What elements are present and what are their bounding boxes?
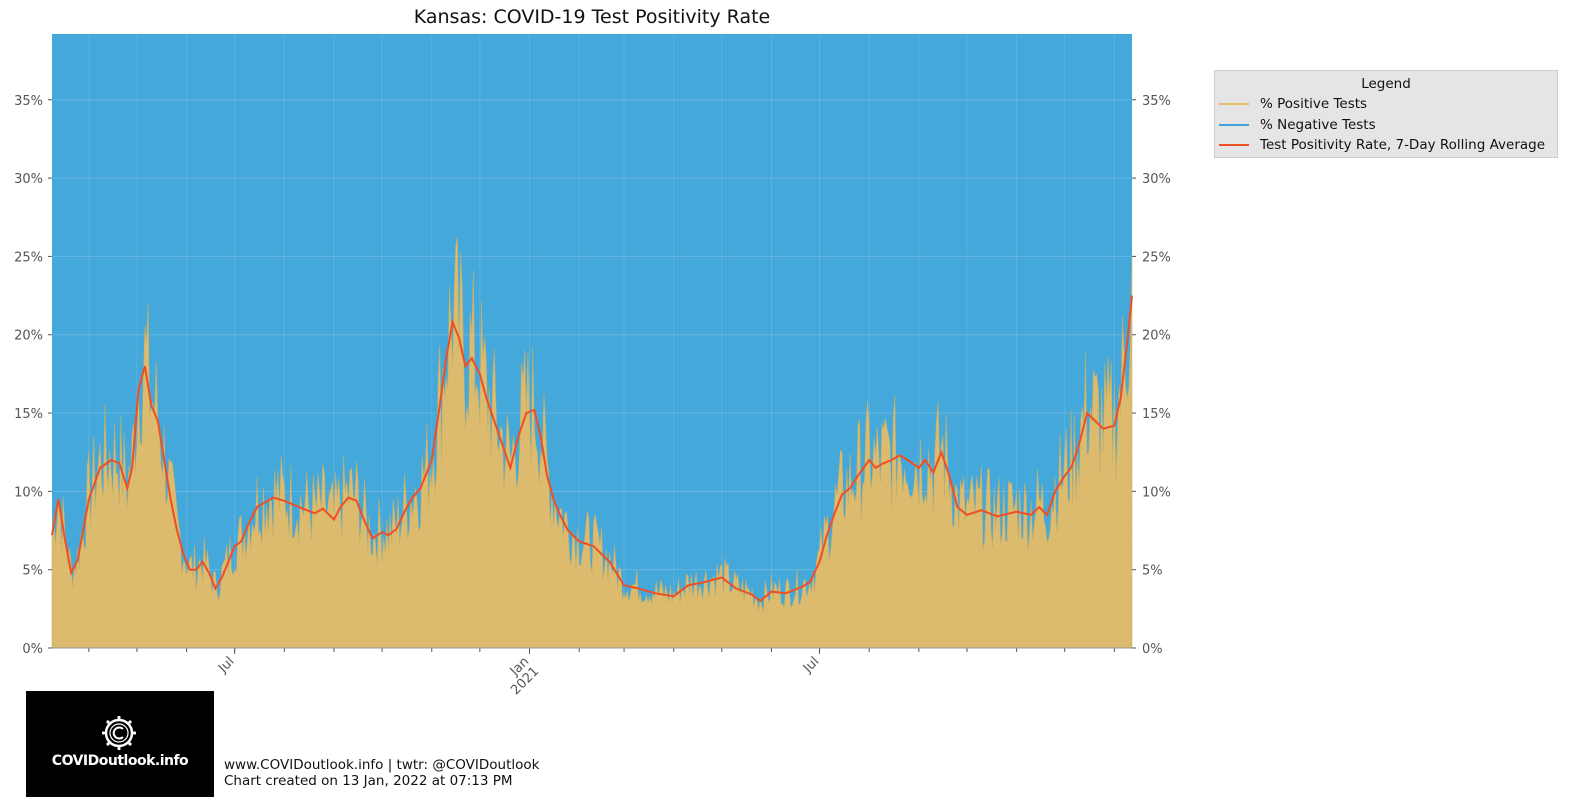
covidoutlook-logo: COVIDoutlook.info (26, 691, 214, 797)
x-tick-label: Jul (800, 654, 822, 676)
y-tick-label-right: 20% (1142, 329, 1171, 344)
virus-c-icon (101, 715, 137, 751)
legend-label-average: Test Positivity Rate, 7-Day Rolling Aver… (1260, 137, 1546, 154)
x-tick-label-group: Jul (215, 654, 237, 676)
legend-item-average: Test Positivity Rate, 7-Day Rolling Aver… (1215, 135, 1557, 156)
legend-item-positive: % Positive Tests (1215, 94, 1557, 115)
y-tick-label-right: 0% (1142, 642, 1163, 657)
y-tick-label-left: 35% (14, 94, 43, 109)
rolling-average-line (51, 295, 1133, 603)
chart-title: Kansas: COVID-19 Test Positivity Rate (413, 6, 771, 28)
y-tick-label-left: 20% (14, 329, 43, 344)
legend: Legend % Positive Tests % Negative Tests… (1214, 70, 1558, 158)
y-tick-label-right: 25% (1142, 250, 1171, 265)
y-tick-label-right: 10% (1142, 485, 1171, 500)
x-tick-label-group: Jul (800, 654, 822, 676)
y-tick-label-left: 15% (14, 407, 43, 422)
negative-swatch (1219, 123, 1249, 126)
footer-links: www.COVIDoutlook.info | twtr: @COVIDoutl… (224, 757, 540, 773)
legend-label-positive: % Positive Tests (1260, 96, 1368, 113)
y-tick-label-right: 35% (1142, 94, 1171, 109)
y-tick-label-left: 30% (14, 172, 43, 187)
y-tick-label-left: 5% (22, 564, 43, 579)
y-tick-label-left: 10% (14, 485, 43, 500)
y-tick-label-right: 30% (1142, 172, 1171, 187)
footer: www.COVIDoutlook.info | twtr: @COVIDoutl… (224, 757, 539, 789)
y-tick-label-right: 15% (1142, 407, 1171, 422)
legend-title: Legend (1361, 76, 1411, 92)
x-tick-label: Jul (215, 654, 237, 676)
footer-created-date: Chart created on 13 Jan, 2022 at 07:13 P… (224, 773, 513, 789)
average-swatch (1219, 144, 1249, 147)
logo-text: COVIDoutlook.info (51, 753, 189, 769)
y-tick-label-right: 5% (1142, 564, 1163, 579)
y-tick-label-left: 0% (22, 642, 43, 657)
legend-label-negative: % Negative Tests (1260, 116, 1376, 133)
y-tick-label-left: 25% (14, 250, 43, 265)
legend-item-negative: % Negative Tests (1215, 115, 1557, 136)
positive-tests-area (51, 237, 1133, 649)
positive-swatch (1219, 103, 1249, 106)
